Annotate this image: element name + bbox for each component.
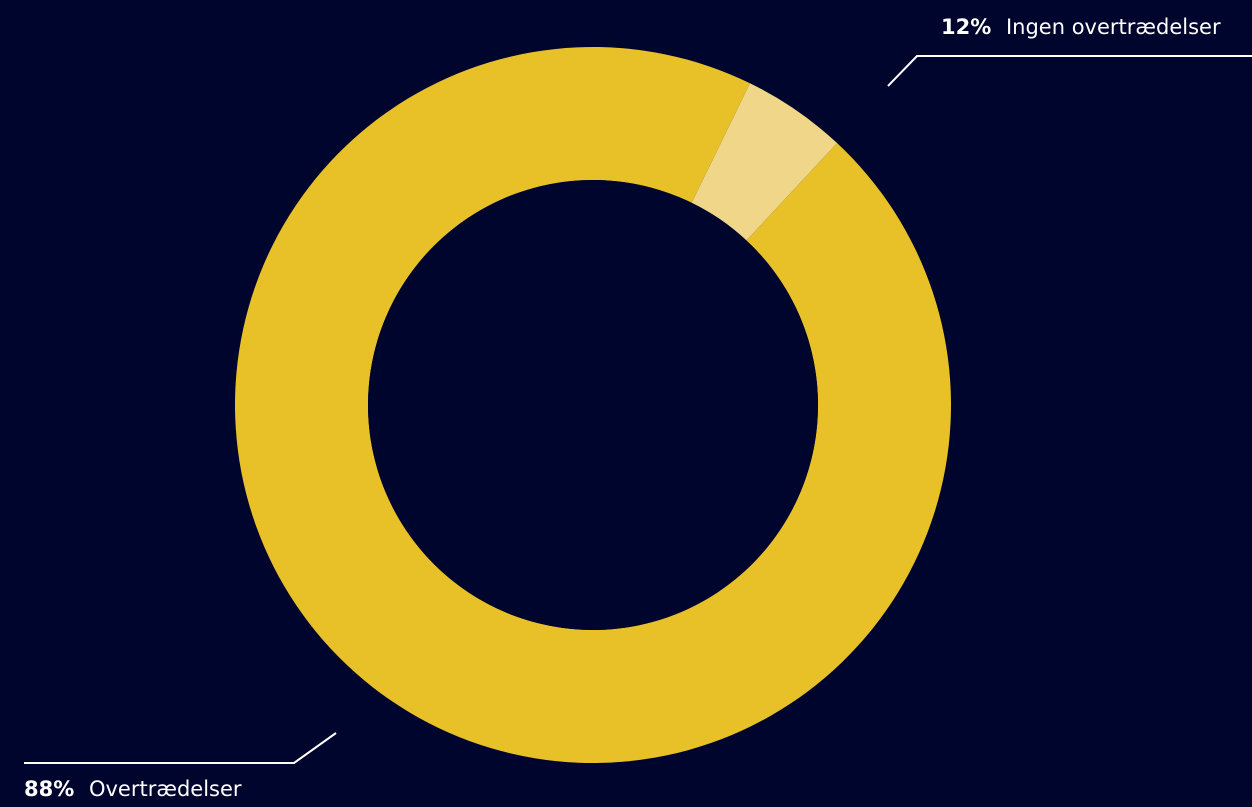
slice-label-top-right: 12% Ingen overtrædelser xyxy=(941,15,1221,39)
slice-name-top-right: Ingen overtrædelser xyxy=(1006,15,1221,39)
slice-percent-top-right: 12% xyxy=(941,15,991,39)
slice-label-bottom-left: 88% Overtrædelser xyxy=(24,777,242,801)
slice-percent-bottom-left: 88% xyxy=(24,777,74,801)
donut-slice-overtraedelser xyxy=(234,46,951,764)
donut-slice-ingen-overtraedelser xyxy=(691,83,838,241)
callout-top-right: 12% Ingen overtrædelser xyxy=(887,15,1252,87)
callout-leader-bottom-left xyxy=(24,732,337,764)
callout-bottom-left: 88% Overtrædelser xyxy=(24,732,337,801)
donut-hole xyxy=(368,180,818,630)
donut-slices xyxy=(234,46,951,764)
callout-leader-top-right xyxy=(887,55,1252,87)
slice-name-bottom-left: Overtrædelser xyxy=(89,777,242,801)
